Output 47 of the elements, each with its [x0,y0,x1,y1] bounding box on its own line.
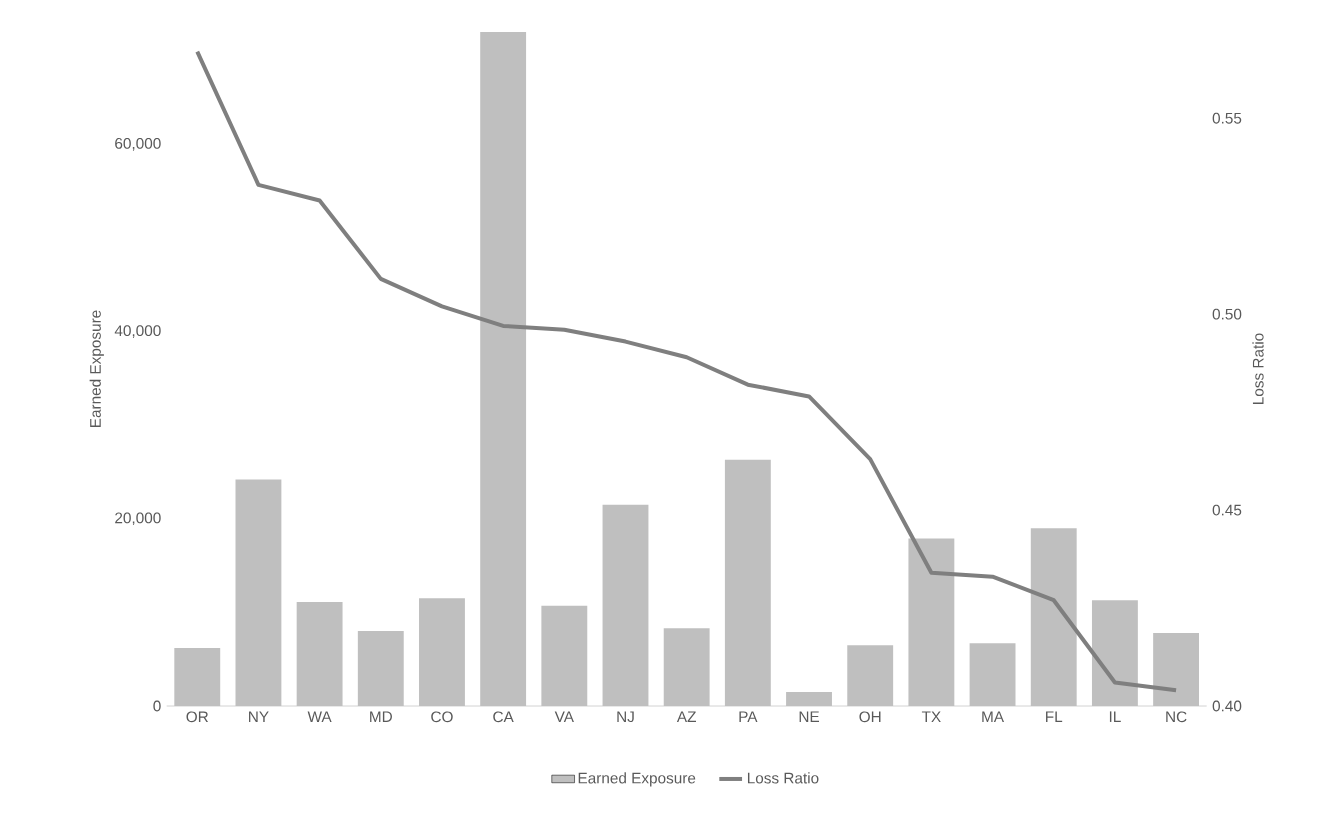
bar [480,32,527,706]
bar [357,631,404,706]
y-axis-title: Earned Exposure [89,310,104,427]
bar [541,605,588,706]
line-series [195,49,1179,693]
x-tick-label: MA [982,711,1005,722]
y2-tick-label: 0.40 [1212,700,1242,712]
y2-tick-label: 0.50 [1212,308,1242,320]
x-tick-label: NJ [617,711,634,723]
x-tick-label: CO [431,711,453,723]
x-tick-label: OR [186,711,209,723]
x-tick-label: OH [859,711,881,723]
bar [786,691,832,706]
y2-tick-label: 0.55 [1212,112,1242,124]
bar [847,645,894,706]
bar [724,459,771,706]
bar [1030,528,1077,706]
y2-axis-title: Loss Ratio [1252,333,1264,404]
bar [969,643,1016,706]
y-tick-label: 20,000 [115,512,161,526]
x-tick-label: NY [249,711,269,722]
bar [602,504,649,706]
x-tick-label: WA [307,711,332,722]
x-tick-label: AZ [676,711,696,722]
bar [419,598,465,706]
y-tick-label: 60,000 [115,138,161,151]
x-tick-label: CA [493,711,514,723]
bar [235,479,282,706]
x-tick-label: MD [370,711,392,722]
x-tick-label: NC [1166,711,1187,723]
legend-label: Loss Ratio [747,772,819,784]
x-tick-label: FL [1046,711,1063,722]
x-tick-label: IL [1109,711,1121,722]
x-tick-label: NE [799,711,819,722]
bar [174,647,221,706]
bar [296,602,343,706]
x-tick-label: PA [739,711,758,722]
bar [1091,600,1138,706]
bar [1153,632,1200,706]
y-tick-label: 0 [153,700,161,712]
x-tick-label: VA [554,711,574,722]
legend-label: Earned Exposure [578,772,696,787]
bar [663,628,710,706]
bar [908,538,955,706]
y2-tick-label: 0.45 [1212,504,1242,516]
y-tick-label: 40,000 [114,325,161,338]
x-tick-label: TX [921,711,941,722]
